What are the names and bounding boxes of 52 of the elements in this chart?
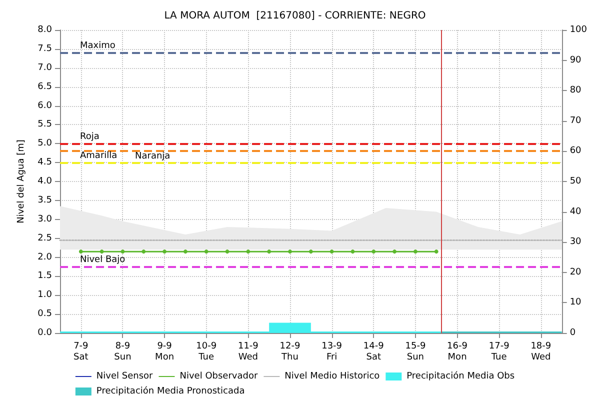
y-tick-label: 0.5 bbox=[38, 309, 52, 320]
y2-tick-label: 100 bbox=[570, 25, 588, 35]
y2-tick-label: 60 bbox=[570, 146, 582, 156]
y-tick-label: 7.5 bbox=[38, 44, 52, 54]
y-tick-label: 3.5 bbox=[38, 195, 52, 206]
y-tick-label: 4.0 bbox=[38, 176, 52, 186]
y2-tick-label: 50 bbox=[570, 176, 582, 186]
x-tick-label: 10-9 Tue bbox=[196, 342, 217, 362]
y-tick-label: 2.5 bbox=[38, 233, 52, 244]
y2-tick-label: 20 bbox=[570, 267, 582, 278]
legend-label: Nivel Medio Historico bbox=[284, 372, 380, 382]
x-tick-label: 16-9 Mon bbox=[447, 342, 468, 362]
y2-tick-label: 0 bbox=[570, 328, 576, 338]
y2-tick-label: 90 bbox=[570, 55, 582, 66]
x-tick-label: 18-9 Wed bbox=[530, 342, 552, 362]
y-tick-label: 7.0 bbox=[38, 62, 52, 73]
x-tick-label: 17-9 Tue bbox=[488, 342, 510, 362]
y-tick-label: 8.0 bbox=[38, 25, 52, 35]
y2-tick-label: 40 bbox=[570, 206, 582, 217]
legend-label: Precipitación Media Obs bbox=[406, 370, 515, 382]
y-tick-label: 2.0 bbox=[38, 252, 52, 262]
x-tick-label: 12-9 Thu bbox=[280, 342, 300, 362]
ref-line-label: Roja bbox=[80, 132, 100, 142]
y-tick-label: 0.0 bbox=[38, 328, 52, 338]
legend-label: Nivel Sensor bbox=[96, 372, 154, 382]
y-tick-label: 1.0 bbox=[38, 290, 52, 300]
ref-line-label: Amarilla bbox=[80, 151, 118, 162]
legend-label: Nivel Observador bbox=[180, 372, 258, 382]
y2-tick-label: 10 bbox=[570, 298, 582, 308]
ref-line-label: Nivel Bajo bbox=[80, 255, 126, 266]
y-tick-label: 6.0 bbox=[38, 100, 52, 111]
ref-line-label: Naranja bbox=[135, 152, 170, 162]
y-tick-label: 5.0 bbox=[38, 138, 52, 149]
y-tick-label: 3.0 bbox=[38, 214, 52, 224]
x-tick-label: 11-9 Wed bbox=[238, 342, 259, 362]
ref-line-label: Maximo bbox=[80, 41, 116, 52]
x-tick-label: 14-9 Sat bbox=[363, 342, 384, 362]
x-tick-label: 9-9 Mon bbox=[155, 342, 174, 362]
y-axis-title: Nivel del Agua [m] bbox=[16, 140, 26, 224]
x-tick-label: 8-9 Sun bbox=[114, 342, 132, 362]
chart-title: LA MORA AUTOM [21167080] - CORRIENTE: NEGRO bbox=[164, 10, 426, 22]
y2-tick-label: 30 bbox=[570, 237, 582, 248]
y-tick-label: 1.5 bbox=[38, 271, 52, 282]
y2-tick-label: 70 bbox=[570, 116, 582, 126]
legend-label: Precipitación Media Pronosticada bbox=[96, 386, 245, 396]
y-tick-label: 6.5 bbox=[38, 82, 52, 92]
y-tick-label: 4.5 bbox=[38, 158, 52, 168]
y2-tick-label: 80 bbox=[570, 86, 582, 96]
x-tick-label: 15-9 Sun bbox=[405, 342, 426, 362]
y-tick-label: 5.5 bbox=[38, 120, 52, 130]
x-tick-label: 13-9 Fri bbox=[322, 342, 342, 362]
x-tick-label: 7-9 Sat bbox=[74, 342, 89, 362]
